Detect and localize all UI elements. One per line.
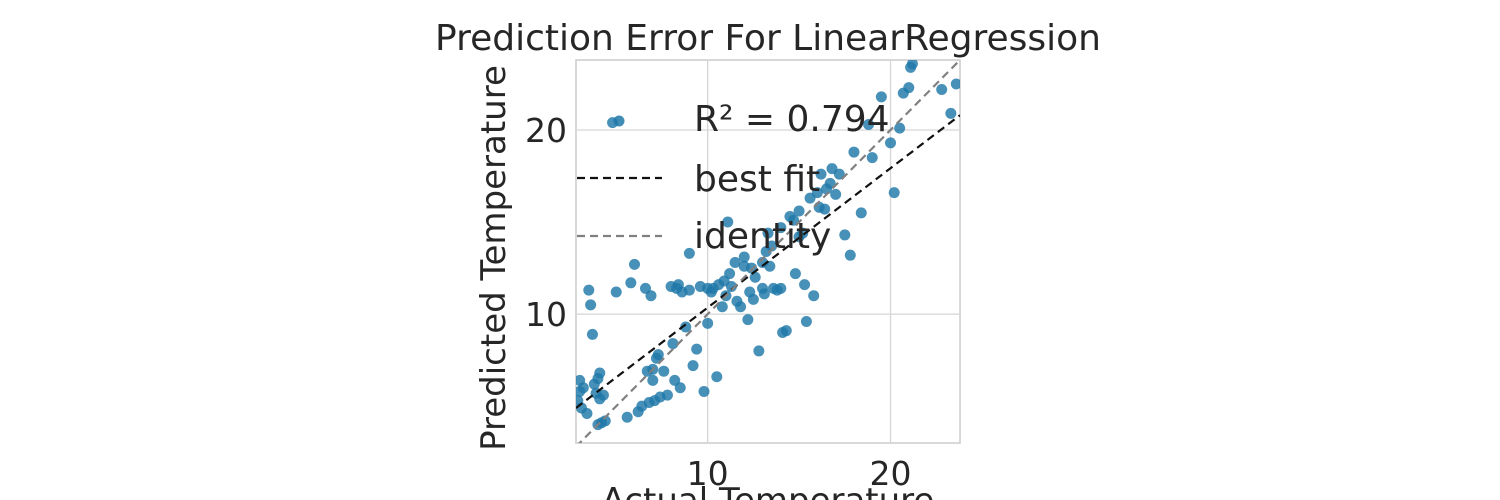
x-tick-label: 10 [687, 454, 729, 493]
data-point [722, 216, 734, 228]
legend-points-marker [613, 115, 625, 127]
data-point [866, 152, 878, 164]
y-tick-label: 20 [525, 111, 567, 150]
data-point [766, 240, 778, 252]
data-point [808, 290, 820, 302]
legend-r2-label: R² = 0.794 [694, 99, 890, 140]
data-point [799, 279, 811, 291]
data-point [950, 78, 960, 90]
data-point [833, 168, 845, 180]
x-axis-label: Actual Temperature [602, 481, 935, 500]
data-point [758, 288, 770, 300]
data-point [674, 382, 686, 394]
data-point [906, 60, 918, 70]
data-point [724, 268, 736, 280]
legend-best-fit-label: best fit [694, 159, 820, 200]
data-point [788, 214, 800, 226]
data-point [661, 389, 673, 401]
grid-lines [576, 60, 960, 443]
data-point [683, 284, 695, 296]
scatter-points [576, 60, 960, 431]
data-point [680, 321, 692, 333]
tick-labels: 10 20 10 20 [525, 111, 912, 493]
data-point [658, 365, 670, 377]
data-point [586, 328, 598, 340]
data-point [855, 207, 867, 219]
data-point [647, 374, 659, 386]
data-point [762, 227, 774, 239]
data-point [610, 286, 622, 298]
data-point [599, 415, 611, 427]
legend-identity-label: identity [694, 216, 831, 257]
data-point [885, 137, 897, 149]
data-point [894, 122, 906, 134]
data-point [645, 290, 657, 302]
data-point [819, 203, 831, 215]
data-point [597, 389, 609, 401]
data-point [585, 299, 597, 311]
data-point [797, 227, 809, 239]
data-point [583, 284, 595, 296]
data-point [738, 251, 750, 263]
data-point [711, 371, 723, 383]
legend: R² = 0.794 best fit identity [577, 99, 890, 257]
data-point [844, 249, 856, 261]
data-point [702, 317, 714, 329]
data-point [725, 280, 737, 292]
data-point [691, 343, 703, 355]
data-point [945, 107, 957, 119]
data-point [581, 408, 593, 420]
data-point [793, 205, 805, 217]
data-point [625, 277, 637, 289]
data-point [875, 91, 887, 103]
data-point [753, 345, 765, 357]
data-point [577, 382, 589, 394]
data-point [789, 268, 801, 280]
data-point [698, 385, 710, 397]
data-point [936, 83, 948, 95]
data-point [594, 367, 606, 379]
data-point [903, 82, 915, 94]
data-point [830, 188, 842, 200]
data-point [742, 314, 754, 326]
data-point [629, 258, 641, 270]
y-tick-label: 10 [525, 295, 567, 334]
data-point [839, 229, 851, 241]
data-point [747, 293, 759, 305]
data-point [775, 282, 787, 294]
data-point [848, 146, 860, 158]
data-point [780, 325, 792, 337]
x-tick-label: 20 [870, 454, 912, 493]
data-point [687, 360, 699, 372]
data-point [716, 301, 728, 313]
data-point [652, 349, 664, 361]
data-point [824, 177, 836, 189]
data-point [621, 411, 633, 423]
data-point [667, 338, 679, 350]
data-point [735, 301, 747, 313]
chart-title: Prediction Error For LinearRegression [435, 18, 1101, 59]
data-point [815, 168, 827, 180]
y-axis-label: Predicted Temperature [474, 65, 514, 451]
fit-lines [576, 60, 960, 443]
data-point [729, 257, 741, 269]
best-fit-line [576, 114, 960, 409]
data-point [888, 187, 900, 199]
data-point [863, 118, 875, 130]
data-point [775, 222, 787, 234]
data-point [811, 187, 823, 199]
data-point [800, 315, 812, 327]
data-point [683, 247, 695, 259]
